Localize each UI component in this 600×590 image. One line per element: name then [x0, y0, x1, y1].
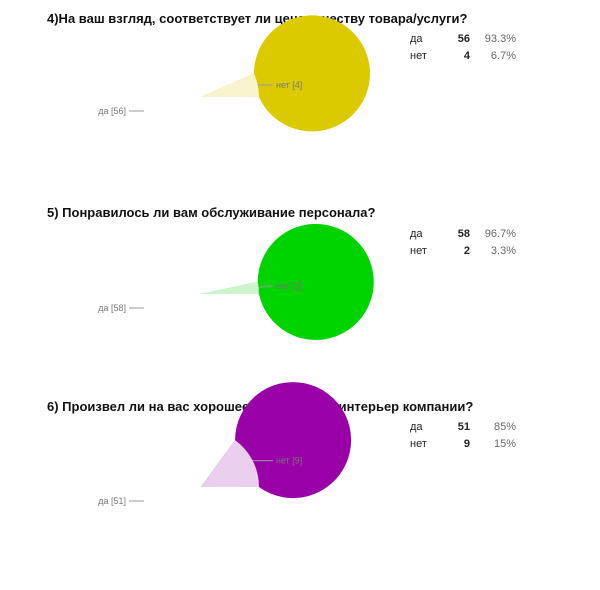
answer-count: 51 [457, 420, 470, 433]
stats-table: да 58 96.7% нет 2 3.3% [410, 225, 516, 259]
answer-percent: 6.7% [490, 49, 516, 62]
answer-percent: 96.7% [484, 227, 516, 240]
label-leader-no [258, 285, 273, 289]
stats-row-yes: да 56 93.3% [410, 30, 516, 47]
pie-chart-svg: нет [4] да [56] [98, 15, 370, 132]
stats-row-yes: да 51 85% [410, 418, 516, 435]
answer-label: нет [410, 49, 427, 62]
stats-table: да 51 85% нет 9 15% [410, 418, 516, 452]
question-block-6: 6) Произвел ли на вас хорошее впечатлени… [0, 382, 600, 578]
stats-row-no: нет 2 3.3% [410, 242, 516, 259]
pie-label-no: нет [9] [276, 456, 302, 466]
pie-chart: нет [4] да [56] [60, 15, 380, 200]
answer-label: нет [410, 437, 427, 450]
answer-count: 58 [457, 227, 470, 240]
answer-percent: 3.3% [490, 244, 516, 257]
stats-table: да 56 93.3% нет 4 6.7% [410, 30, 516, 64]
stats-row-no: нет 9 15% [410, 435, 516, 452]
answer-percent: 15% [493, 437, 516, 450]
question-block-4: 4)На ваш взгляд, соответствует ли цена к… [0, 0, 600, 190]
pie-chart: нет [9] да [51] [60, 382, 380, 590]
answer-label: да [410, 420, 423, 433]
answer-count: 9 [463, 437, 470, 450]
answer-count: 4 [463, 49, 470, 62]
pie-slice-yes [201, 15, 370, 132]
pie-chart-svg: нет [9] да [51] [98, 382, 352, 506]
pie-label-yes: да [51] [98, 496, 126, 506]
answer-count: 2 [463, 244, 470, 257]
pie-label-yes: да [58] [98, 303, 126, 313]
pie-slice-yes [201, 223, 374, 340]
pie-label-yes: да [56] [98, 106, 126, 116]
question-title: 5) Понравилось ли вам обслуживание персо… [47, 205, 376, 220]
pie-chart: нет [2] да [58] [60, 223, 380, 397]
stats-row-yes: да 58 96.7% [410, 225, 516, 242]
pie-slice-no [201, 440, 259, 487]
answer-label: да [410, 227, 423, 240]
question-block-5: 5) Понравилось ли вам обслуживание персо… [0, 195, 600, 385]
pie-chart-svg: нет [2] да [58] [98, 223, 374, 340]
stats-row-no: нет 4 6.7% [410, 47, 516, 64]
pie-label-no: нет [2] [276, 281, 302, 291]
answer-label: да [410, 32, 423, 45]
answer-label: нет [410, 244, 427, 257]
question-title: 4)На ваш взгляд, соответствует ли цена к… [47, 11, 468, 26]
pie-slice-no [201, 281, 259, 294]
answer-percent: 85% [493, 420, 516, 433]
answer-percent: 93.3% [484, 32, 516, 45]
pie-slice-no [201, 73, 259, 97]
answer-count: 56 [457, 32, 470, 45]
pie-label-no: нет [4] [276, 80, 302, 90]
